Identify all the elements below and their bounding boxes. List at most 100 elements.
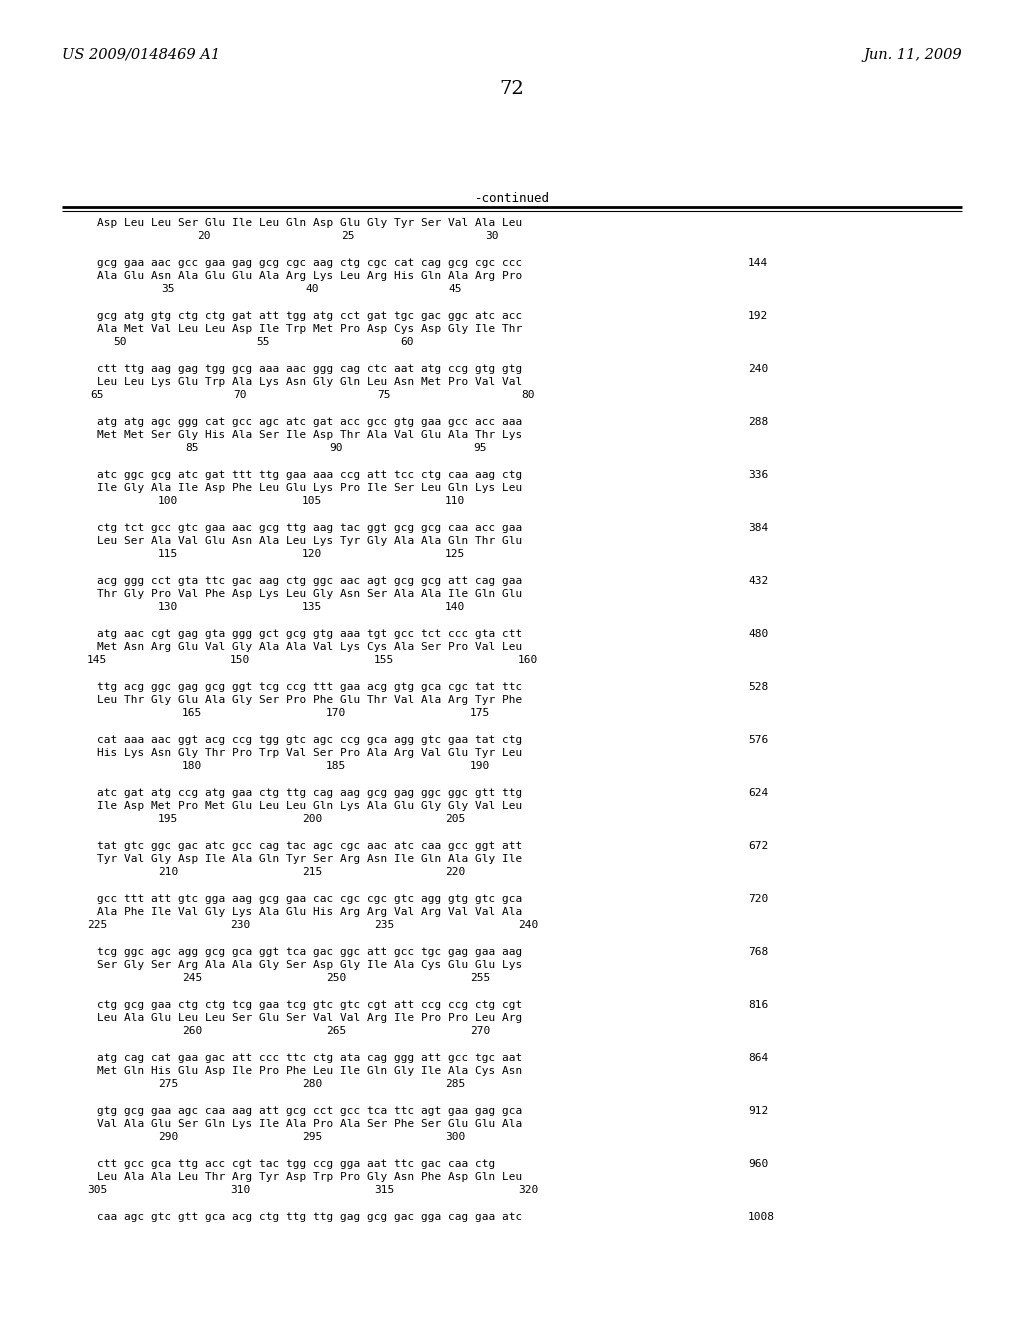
Text: 310: 310 [229, 1185, 250, 1195]
Text: 260: 260 [182, 1026, 202, 1036]
Text: Ala Phe Ile Val Gly Lys Ala Glu His Arg Arg Val Arg Val Val Ala: Ala Phe Ile Val Gly Lys Ala Glu His Arg … [97, 907, 522, 917]
Text: 60: 60 [400, 337, 414, 347]
Text: 140: 140 [444, 602, 465, 612]
Text: Leu Leu Lys Glu Trp Ala Lys Asn Gly Gln Leu Asn Met Pro Val Val: Leu Leu Lys Glu Trp Ala Lys Asn Gly Gln … [97, 378, 522, 387]
Text: ctt gcc gca ttg acc cgt tac tgg ccg gga aat ttc gac caa ctg: ctt gcc gca ttg acc cgt tac tgg ccg gga … [97, 1159, 496, 1170]
Text: Leu Ala Ala Leu Thr Arg Tyr Asp Trp Pro Gly Asn Phe Asp Gln Leu: Leu Ala Ala Leu Thr Arg Tyr Asp Trp Pro … [97, 1172, 522, 1181]
Text: atg cag cat gaa gac att ccc ttc ctg ata cag ggg att gcc tgc aat: atg cag cat gaa gac att ccc ttc ctg ata … [97, 1053, 522, 1063]
Text: 528: 528 [748, 682, 768, 692]
Text: 150: 150 [229, 655, 250, 665]
Text: 285: 285 [444, 1078, 465, 1089]
Text: Ile Asp Met Pro Met Glu Leu Leu Gln Lys Ala Glu Gly Gly Val Leu: Ile Asp Met Pro Met Glu Leu Leu Gln Lys … [97, 801, 522, 810]
Text: 315: 315 [374, 1185, 394, 1195]
Text: 295: 295 [302, 1133, 323, 1142]
Text: 35: 35 [161, 284, 175, 294]
Text: Met Gln His Glu Asp Ile Pro Phe Leu Ile Gln Gly Ile Ala Cys Asn: Met Gln His Glu Asp Ile Pro Phe Leu Ile … [97, 1067, 522, 1076]
Text: Ile Gly Ala Ile Asp Phe Leu Glu Lys Pro Ile Ser Leu Gln Lys Leu: Ile Gly Ala Ile Asp Phe Leu Glu Lys Pro … [97, 483, 522, 492]
Text: 275: 275 [158, 1078, 178, 1089]
Text: gtg gcg gaa agc caa aag att gcg cct gcc tca ttc agt gaa gag gca: gtg gcg gaa agc caa aag att gcg cct gcc … [97, 1106, 522, 1115]
Text: Ala Glu Asn Ala Glu Glu Ala Arg Lys Leu Arg His Gln Ala Arg Pro: Ala Glu Asn Ala Glu Glu Ala Arg Lys Leu … [97, 271, 522, 281]
Text: 70: 70 [233, 389, 247, 400]
Text: atg atg agc ggg cat gcc agc atc gat acc gcc gtg gaa gcc acc aaa: atg atg agc ggg cat gcc agc atc gat acc … [97, 417, 522, 426]
Text: 195: 195 [158, 814, 178, 824]
Text: 185: 185 [326, 762, 346, 771]
Text: 288: 288 [748, 417, 768, 426]
Text: Val Ala Glu Ser Gln Lys Ile Ala Pro Ala Ser Phe Ser Glu Glu Ala: Val Ala Glu Ser Gln Lys Ile Ala Pro Ala … [97, 1119, 522, 1129]
Text: 160: 160 [518, 655, 539, 665]
Text: 95: 95 [473, 444, 486, 453]
Text: 190: 190 [470, 762, 490, 771]
Text: Leu Thr Gly Glu Ala Gly Ser Pro Phe Glu Thr Val Ala Arg Tyr Phe: Leu Thr Gly Glu Ala Gly Ser Pro Phe Glu … [97, 696, 522, 705]
Text: 624: 624 [748, 788, 768, 799]
Text: 432: 432 [748, 576, 768, 586]
Text: 220: 220 [444, 867, 465, 876]
Text: 192: 192 [748, 312, 768, 321]
Text: 215: 215 [302, 867, 323, 876]
Text: acg ggg cct gta ttc gac aag ctg ggc aac agt gcg gcg att cag gaa: acg ggg cct gta ttc gac aag ctg ggc aac … [97, 576, 522, 586]
Text: 144: 144 [748, 257, 768, 268]
Text: 120: 120 [302, 549, 323, 558]
Text: 85: 85 [185, 444, 199, 453]
Text: tcg ggc agc agg gcg gca ggt tca gac ggc att gcc tgc gag gaa aag: tcg ggc agc agg gcg gca ggt tca gac ggc … [97, 946, 522, 957]
Text: Jun. 11, 2009: Jun. 11, 2009 [863, 48, 962, 62]
Text: 265: 265 [326, 1026, 346, 1036]
Text: 125: 125 [444, 549, 465, 558]
Text: Ser Gly Ser Arg Ala Ala Gly Ser Asp Gly Ile Ala Cys Glu Glu Lys: Ser Gly Ser Arg Ala Ala Gly Ser Asp Gly … [97, 960, 522, 970]
Text: 300: 300 [444, 1133, 465, 1142]
Text: 180: 180 [182, 762, 202, 771]
Text: 55: 55 [256, 337, 269, 347]
Text: atc ggc gcg atc gat ttt ttg gaa aaa ccg att tcc ctg caa aag ctg: atc ggc gcg atc gat ttt ttg gaa aaa ccg … [97, 470, 522, 480]
Text: 200: 200 [302, 814, 323, 824]
Text: 240: 240 [748, 364, 768, 374]
Text: 30: 30 [485, 231, 499, 242]
Text: 384: 384 [748, 523, 768, 533]
Text: 245: 245 [182, 973, 202, 983]
Text: ctg tct gcc gtc gaa aac gcg ttg aag tac ggt gcg gcg caa acc gaa: ctg tct gcc gtc gaa aac gcg ttg aag tac … [97, 523, 522, 533]
Text: 225: 225 [87, 920, 108, 931]
Text: 80: 80 [521, 389, 535, 400]
Text: 175: 175 [470, 708, 490, 718]
Text: 576: 576 [748, 735, 768, 744]
Text: 960: 960 [748, 1159, 768, 1170]
Text: 65: 65 [90, 389, 103, 400]
Text: 912: 912 [748, 1106, 768, 1115]
Text: His Lys Asn Gly Thr Pro Trp Val Ser Pro Ala Arg Val Glu Tyr Leu: His Lys Asn Gly Thr Pro Trp Val Ser Pro … [97, 748, 522, 758]
Text: 1008: 1008 [748, 1212, 775, 1222]
Text: 320: 320 [518, 1185, 539, 1195]
Text: Thr Gly Pro Val Phe Asp Lys Leu Gly Asn Ser Ala Ala Ile Gln Glu: Thr Gly Pro Val Phe Asp Lys Leu Gly Asn … [97, 589, 522, 599]
Text: ttg acg ggc gag gcg ggt tcg ccg ttt gaa acg gtg gca cgc tat ttc: ttg acg ggc gag gcg ggt tcg ccg ttt gaa … [97, 682, 522, 692]
Text: 336: 336 [748, 470, 768, 480]
Text: 25: 25 [341, 231, 354, 242]
Text: US 2009/0148469 A1: US 2009/0148469 A1 [62, 48, 220, 62]
Text: 20: 20 [198, 231, 211, 242]
Text: 170: 170 [326, 708, 346, 718]
Text: 305: 305 [87, 1185, 108, 1195]
Text: 210: 210 [158, 867, 178, 876]
Text: 205: 205 [444, 814, 465, 824]
Text: Leu Ser Ala Val Glu Asn Ala Leu Lys Tyr Gly Ala Ala Gln Thr Glu: Leu Ser Ala Val Glu Asn Ala Leu Lys Tyr … [97, 536, 522, 546]
Text: gcg atg gtg ctg ctg gat att tgg atg cct gat tgc gac ggc atc acc: gcg atg gtg ctg ctg gat att tgg atg cct … [97, 312, 522, 321]
Text: 135: 135 [302, 602, 323, 612]
Text: gcc ttt att gtc gga aag gcg gaa cac cgc cgc gtc agg gtg gtc gca: gcc ttt att gtc gga aag gcg gaa cac cgc … [97, 894, 522, 904]
Text: 100: 100 [158, 496, 178, 506]
Text: 270: 270 [470, 1026, 490, 1036]
Text: Asp Leu Leu Ser Glu Ile Leu Gln Asp Glu Gly Tyr Ser Val Ala Leu: Asp Leu Leu Ser Glu Ile Leu Gln Asp Glu … [97, 218, 522, 228]
Text: 75: 75 [377, 389, 391, 400]
Text: 45: 45 [449, 284, 462, 294]
Text: 816: 816 [748, 1001, 768, 1010]
Text: Leu Ala Glu Leu Leu Ser Glu Ser Val Val Arg Ile Pro Pro Leu Arg: Leu Ala Glu Leu Leu Ser Glu Ser Val Val … [97, 1012, 522, 1023]
Text: atc gat atg ccg atg gaa ctg ttg cag aag gcg gag ggc ggc gtt ttg: atc gat atg ccg atg gaa ctg ttg cag aag … [97, 788, 522, 799]
Text: 240: 240 [518, 920, 539, 931]
Text: 115: 115 [158, 549, 178, 558]
Text: 480: 480 [748, 630, 768, 639]
Text: 145: 145 [87, 655, 108, 665]
Text: 165: 165 [182, 708, 202, 718]
Text: Tyr Val Gly Asp Ile Ala Gln Tyr Ser Arg Asn Ile Gln Ala Gly Ile: Tyr Val Gly Asp Ile Ala Gln Tyr Ser Arg … [97, 854, 522, 865]
Text: 72: 72 [500, 81, 524, 98]
Text: 255: 255 [470, 973, 490, 983]
Text: 290: 290 [158, 1133, 178, 1142]
Text: 130: 130 [158, 602, 178, 612]
Text: caa agc gtc gtt gca acg ctg ttg ttg gag gcg gac gga cag gaa atc: caa agc gtc gtt gca acg ctg ttg ttg gag … [97, 1212, 522, 1222]
Text: 110: 110 [444, 496, 465, 506]
Text: atg aac cgt gag gta ggg gct gcg gtg aaa tgt gcc tct ccc gta ctt: atg aac cgt gag gta ggg gct gcg gtg aaa … [97, 630, 522, 639]
